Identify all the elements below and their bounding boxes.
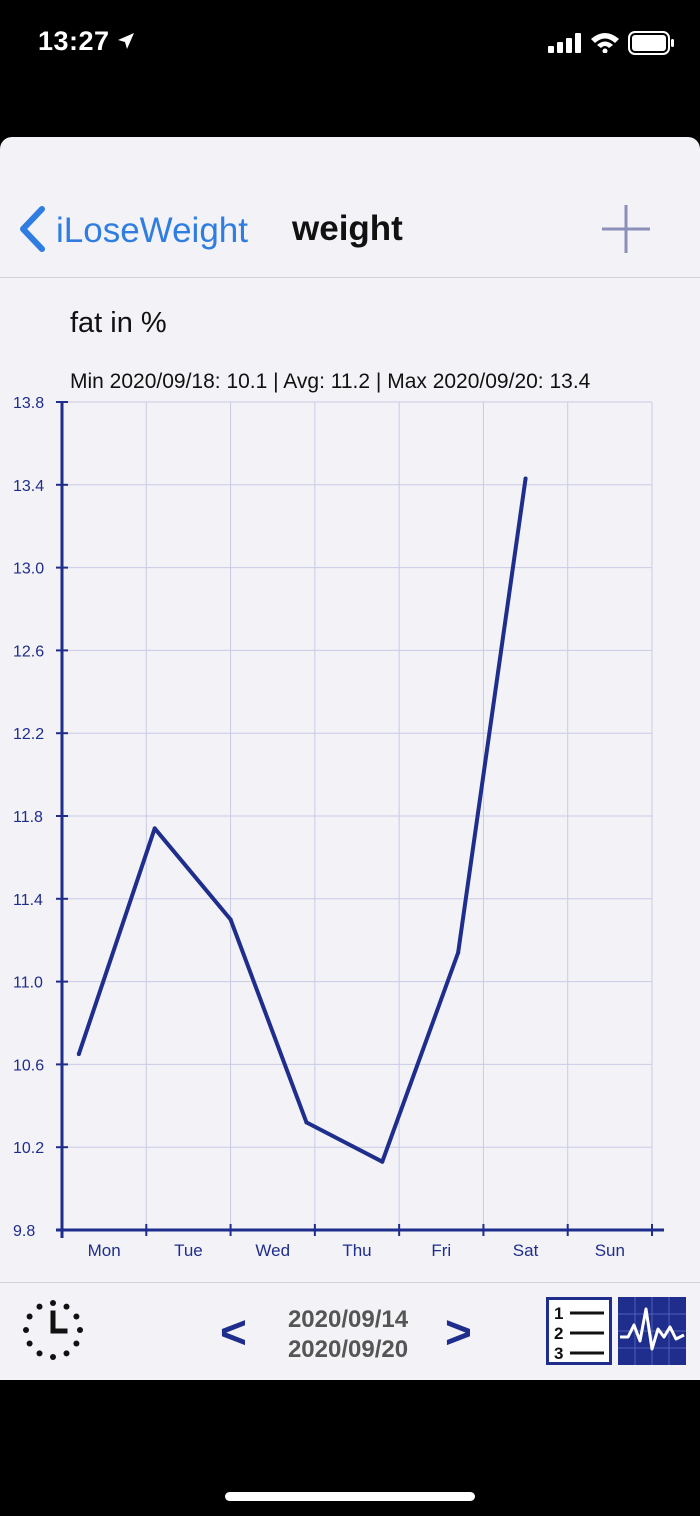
x-tick-label: Mon	[88, 1241, 121, 1260]
y-tick-label: 11.0	[13, 975, 43, 992]
add-button[interactable]	[598, 201, 654, 257]
x-tick-label: Wed	[255, 1241, 290, 1260]
app-sheet: iLoseWeight weight fat in % Min 2020/09/…	[0, 137, 700, 1380]
wifi-icon	[590, 31, 620, 58]
data-point	[523, 476, 528, 481]
data-point	[228, 917, 233, 922]
x-tick-label: Sun	[595, 1241, 625, 1260]
x-tick-label: Thu	[342, 1241, 371, 1260]
y-tick-label: 13.8	[13, 395, 44, 412]
numbered-list-icon: 1 2 3	[546, 1297, 612, 1365]
page-title: weight	[292, 209, 403, 248]
location-arrow-icon	[116, 31, 136, 56]
list-icon-digit-1: 1	[554, 1304, 563, 1323]
data-point	[304, 1120, 309, 1125]
data-point	[456, 950, 461, 955]
battery-icon	[628, 31, 674, 60]
y-tick-label: 9.8	[13, 1223, 35, 1240]
list-icon-digit-3: 3	[554, 1344, 563, 1363]
status-bar: 13:27	[0, 0, 700, 90]
x-tick-label: Fri	[431, 1241, 451, 1260]
navigation-bar: iLoseWeight weight	[0, 137, 700, 278]
y-tick-label: 12.6	[13, 643, 44, 660]
y-tick-label: 12.2	[13, 726, 44, 743]
status-time: 13:27	[38, 26, 110, 56]
fat-percentage-chart: 13.8 13.4 13.0 12.6 12.2 11.8 11.4 11.0 10.6 10.2…	[13, 395, 664, 1260]
y-tick-label: 11.8	[13, 809, 43, 826]
data-point	[76, 1052, 81, 1057]
y-tick-label: 11.4	[13, 892, 43, 909]
date-range: 2020/09/14 2020/09/20	[270, 1305, 426, 1365]
y-tick-label: 10.2	[13, 1140, 44, 1157]
list-view-button[interactable]: 1 2 3	[546, 1297, 612, 1365]
previous-week-button[interactable]: <	[220, 1306, 247, 1358]
home-indicator	[225, 1492, 475, 1501]
y-tick-label: 10.6	[13, 1057, 44, 1074]
data-point	[152, 826, 157, 831]
next-week-button[interactable]: >	[445, 1306, 472, 1358]
chart-title: fat in %	[70, 307, 167, 339]
cellular-signal-icon	[548, 33, 582, 58]
x-tick-label: Sat	[513, 1241, 539, 1260]
y-tick-label: 13.4	[13, 478, 44, 495]
plus-icon	[602, 205, 650, 253]
back-button-label: iLoseWeight	[56, 211, 248, 250]
date-range-end: 2020/09/20	[287, 1336, 409, 1363]
date-range-start: 2020/09/14	[287, 1306, 409, 1333]
graph-view-button[interactable]	[618, 1297, 686, 1365]
data-point	[380, 1159, 385, 1164]
bottom-toolbar: < 2020/09/14 2020/09/20 > 1 2 3	[0, 1282, 700, 1380]
x-tick-label: Tue	[174, 1241, 203, 1260]
y-tick-label: 13.0	[13, 561, 44, 578]
clock-button[interactable]	[18, 1295, 88, 1365]
heartbeat-graph-icon	[618, 1297, 686, 1365]
back-button[interactable]: iLoseWeight	[18, 201, 248, 261]
chevron-left-icon	[18, 205, 46, 257]
list-icon-digit-2: 2	[554, 1324, 563, 1343]
clock-icon	[23, 1300, 83, 1360]
chart-stats: Min 2020/09/18: 10.1 | Avg: 11.2 | Max 2…	[70, 370, 591, 393]
